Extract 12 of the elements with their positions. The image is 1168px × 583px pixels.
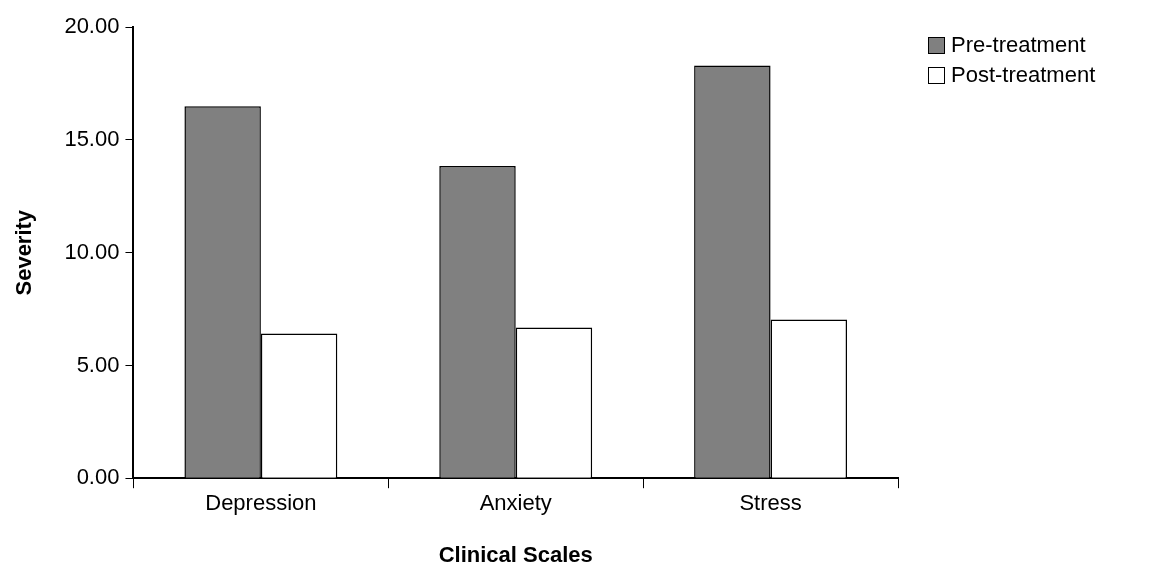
y-tick-label: 0.00	[76, 464, 120, 490]
y-tick-label: 20.00	[64, 13, 120, 39]
text: Post-treatment	[951, 62, 1096, 88]
x-tick-label: Depression	[205, 490, 317, 516]
y-tick-label: 10.00	[64, 238, 120, 264]
y-axis-title: Severity	[11, 209, 37, 296]
x-axis-title: Clinical Scales	[438, 541, 593, 567]
y-tick-label: 5.00	[76, 351, 120, 377]
x-tick-label: Anxiety	[479, 490, 552, 516]
legend-label: Pre-treatment	[951, 32, 1086, 58]
y-tick-label: 15.00	[64, 126, 120, 152]
x-tick-label: Stress	[739, 490, 802, 516]
